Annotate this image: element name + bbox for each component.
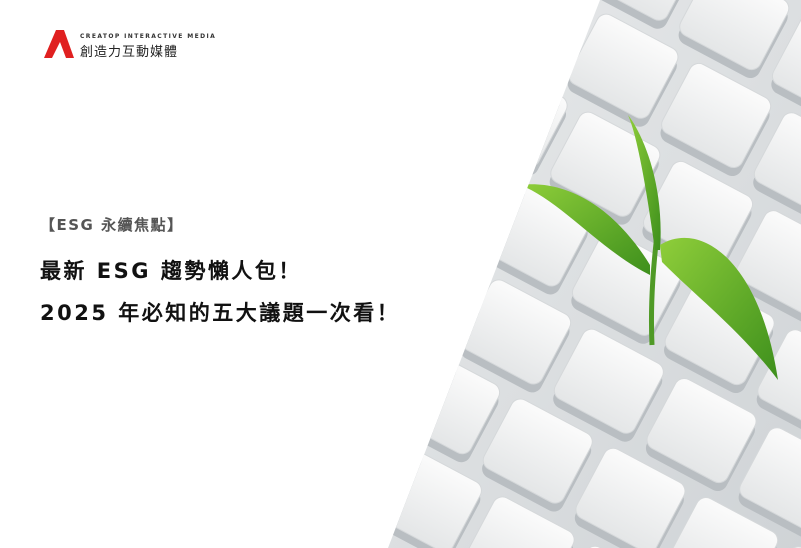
- tag: 【ESG 永續焦點】: [40, 216, 184, 234]
- key: [735, 210, 801, 316]
- logo-tagline: CREATOP INTERACTIVE MEDIA: [80, 33, 216, 40]
- key: [753, 112, 801, 218]
- title-line: 最新 ESG 趨勢懶人包！: [40, 259, 302, 283]
- key-shadow: [275, 403, 391, 514]
- key-shadow: [388, 0, 492, 29]
- key: [388, 397, 390, 503]
- key: [739, 427, 801, 533]
- title-line: 2025 年必知的五大議題一次看！: [40, 301, 400, 325]
- key: [661, 62, 772, 169]
- key-shadow: [388, 239, 477, 344]
- key-shadow: [182, 354, 298, 465]
- key: [388, 0, 494, 21]
- key: [550, 111, 661, 217]
- key: [771, 14, 801, 120]
- key: [388, 132, 497, 238]
- logo: CREATOP INTERACTIVE MEDIA 創造力互動媒體: [44, 30, 216, 60]
- logo-name: 創造力互動媒體: [80, 45, 178, 60]
- key: [646, 377, 757, 484]
- plant: [520, 115, 778, 380]
- key-shadow: [388, 91, 403, 196]
- key-shadow: [475, 0, 585, 78]
- key: [679, 0, 790, 71]
- key: [388, 82, 404, 188]
- key: [553, 328, 664, 434]
- key: [575, 447, 686, 548]
- key: [388, 13, 475, 119]
- key: [464, 496, 575, 548]
- key: [568, 13, 679, 119]
- key-shadow: [388, 22, 474, 127]
- key: [482, 398, 593, 504]
- key: [475, 0, 586, 70]
- key-shadow: [388, 141, 495, 246]
- key: [668, 497, 779, 548]
- key: [183, 346, 299, 457]
- key: [586, 0, 697, 21]
- logo-mark: [44, 30, 74, 58]
